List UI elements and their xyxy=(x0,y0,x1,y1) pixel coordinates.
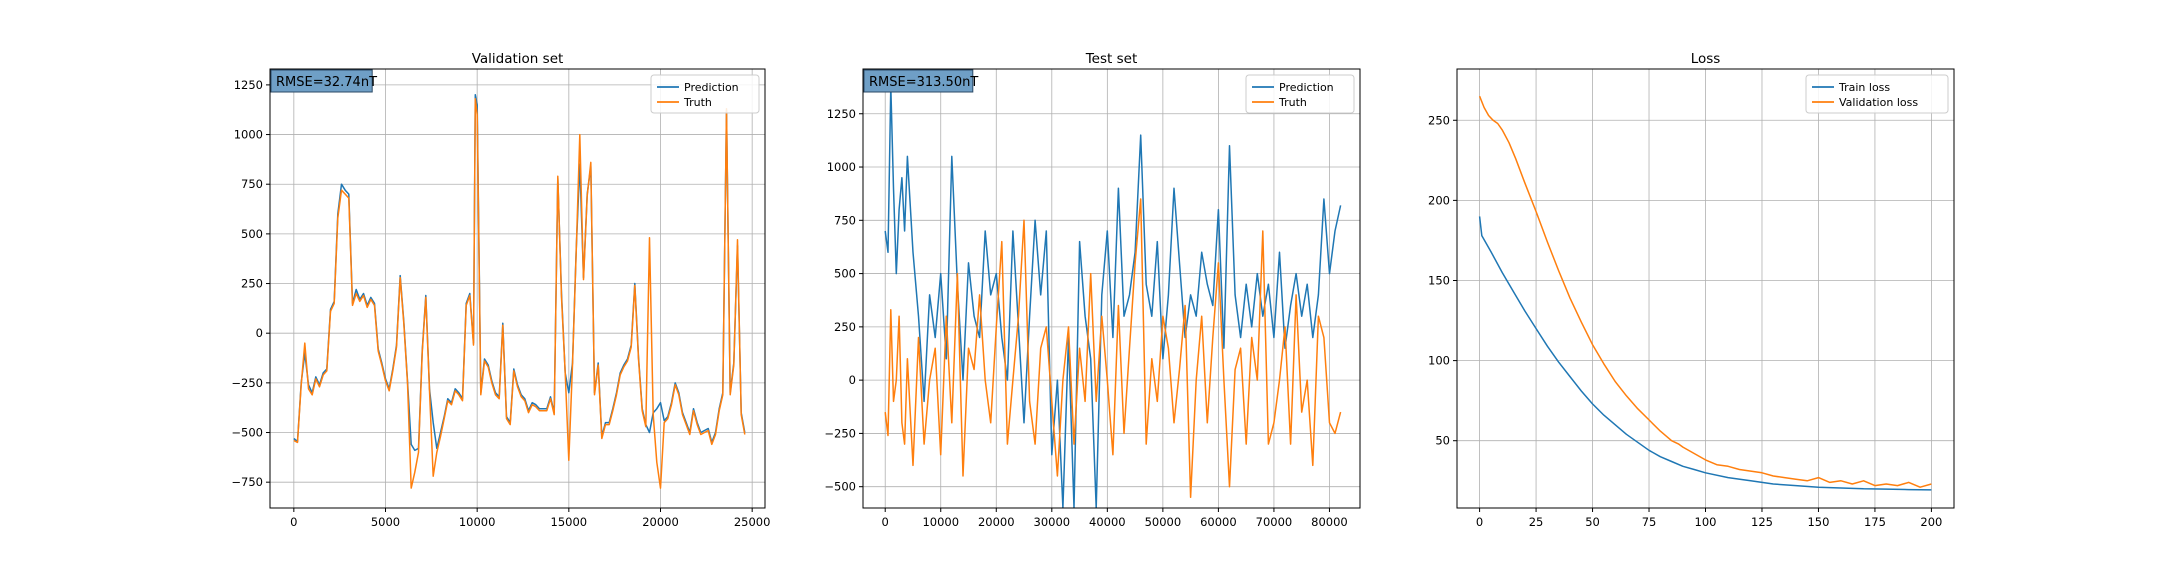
x-tick-label: 20000 xyxy=(978,515,1015,529)
series-line-train-loss xyxy=(1478,216,1932,491)
y-tick-label: 0 xyxy=(849,373,856,387)
rmse-box xyxy=(863,69,974,93)
x-tick-label: 80000 xyxy=(1311,515,1348,529)
y-tick-label: −250 xyxy=(231,376,263,390)
y-tick-label: 50 xyxy=(1435,434,1450,448)
x-tick-label: 25000 xyxy=(734,515,771,529)
x-tick-label: 10000 xyxy=(459,515,496,529)
y-tick-label: 750 xyxy=(241,177,263,191)
legend-label: Prediction xyxy=(684,81,739,94)
y-tick-label: −500 xyxy=(231,426,263,440)
legend-label: Truth xyxy=(683,96,712,109)
legend: Prediction Truth xyxy=(650,74,760,114)
x-tick-label: 0 xyxy=(882,515,889,529)
y-tick-label: −750 xyxy=(231,475,263,489)
legend-label: Validation loss xyxy=(1839,96,1918,109)
y-tick-label: 500 xyxy=(241,227,263,241)
y-tick-label: 0 xyxy=(256,326,263,340)
panel-loss: Loss 0 25 50 75 100 125 150 175 200 50 100 150 200 25… xyxy=(1428,51,1955,529)
x-tick-label: 175 xyxy=(1864,515,1886,529)
y-tick-label: −500 xyxy=(824,480,856,494)
rmse-text: RMSE=32.74nT xyxy=(276,75,377,90)
x-tick-label: 100 xyxy=(1695,515,1717,529)
x-tick-label: 0 xyxy=(1476,515,1483,529)
legend-box xyxy=(1245,74,1355,114)
y-tick-label: 1250 xyxy=(827,107,856,121)
x-tick-label: 15000 xyxy=(551,515,588,529)
x-tick-label: 150 xyxy=(1807,515,1829,529)
series-line-truth xyxy=(293,98,746,489)
chart-title: Validation set xyxy=(472,51,564,67)
x-tick-label: 50000 xyxy=(1145,515,1182,529)
legend-label: Truth xyxy=(1278,96,1307,109)
rmse-annotation: RMSE=313.50nT xyxy=(863,69,978,93)
y-tick-label: 750 xyxy=(834,213,856,227)
x-tick-label: 70000 xyxy=(1256,515,1293,529)
axes-frame xyxy=(269,68,766,509)
y-tick-label: 1250 xyxy=(234,78,263,92)
x-tick-label: 10000 xyxy=(922,515,959,529)
y-tick-label: 250 xyxy=(834,320,856,334)
x-tick-label: 0 xyxy=(290,515,297,529)
x-tick-label: 50 xyxy=(1585,515,1600,529)
y-tick-label: 500 xyxy=(834,267,856,281)
x-tick-label: 5000 xyxy=(371,515,400,529)
rmse-annotation: RMSE=32.74nT xyxy=(270,69,377,93)
legend-label: Train loss xyxy=(1838,81,1890,94)
legend: Prediction Truth xyxy=(1245,74,1355,114)
y-tick-label: 250 xyxy=(241,277,263,291)
rmse-box xyxy=(270,69,373,93)
legend-box xyxy=(650,74,760,114)
y-tick-label: 200 xyxy=(1428,193,1450,207)
x-tick-label: 125 xyxy=(1751,515,1773,529)
x-tick-label: 20000 xyxy=(642,515,679,529)
series-line-truth xyxy=(884,198,1342,499)
axes-frame xyxy=(862,68,1361,509)
grid xyxy=(270,69,765,508)
x-tick-label: 40000 xyxy=(1089,515,1126,529)
y-tick-label: 100 xyxy=(1428,354,1450,368)
rmse-text: RMSE=313.50nT xyxy=(869,75,978,90)
x-tick-label: 30000 xyxy=(1034,515,1071,529)
y-tick-label: −250 xyxy=(824,426,856,440)
y-tick-label: 1000 xyxy=(234,128,263,142)
x-tick-label: 60000 xyxy=(1200,515,1237,529)
series-line-prediction xyxy=(884,85,1342,508)
grid xyxy=(863,69,1360,508)
y-tick-label: 250 xyxy=(1428,113,1450,127)
legend-box xyxy=(1805,74,1949,114)
panel-validation-set: Validation set 0 5000 10000 15000 20000 25000… xyxy=(231,51,770,529)
y-tick-label: 1000 xyxy=(827,160,856,174)
x-tick-label: 200 xyxy=(1920,515,1942,529)
y-tick-label: 150 xyxy=(1428,273,1450,287)
legend-label: Prediction xyxy=(1279,81,1334,94)
series-line-validation-loss xyxy=(1478,95,1932,488)
legend: Train loss Validation loss xyxy=(1805,74,1949,114)
x-tick-label: 25 xyxy=(1529,515,1544,529)
chart-title: Test set xyxy=(1085,51,1138,67)
chart-title: Loss xyxy=(1691,51,1721,67)
panel-test-set: Test set 0 10000 20000 30000 40000 50000 60000… xyxy=(824,51,1361,529)
x-tick-label: 75 xyxy=(1642,515,1657,529)
grid xyxy=(1457,69,1954,508)
